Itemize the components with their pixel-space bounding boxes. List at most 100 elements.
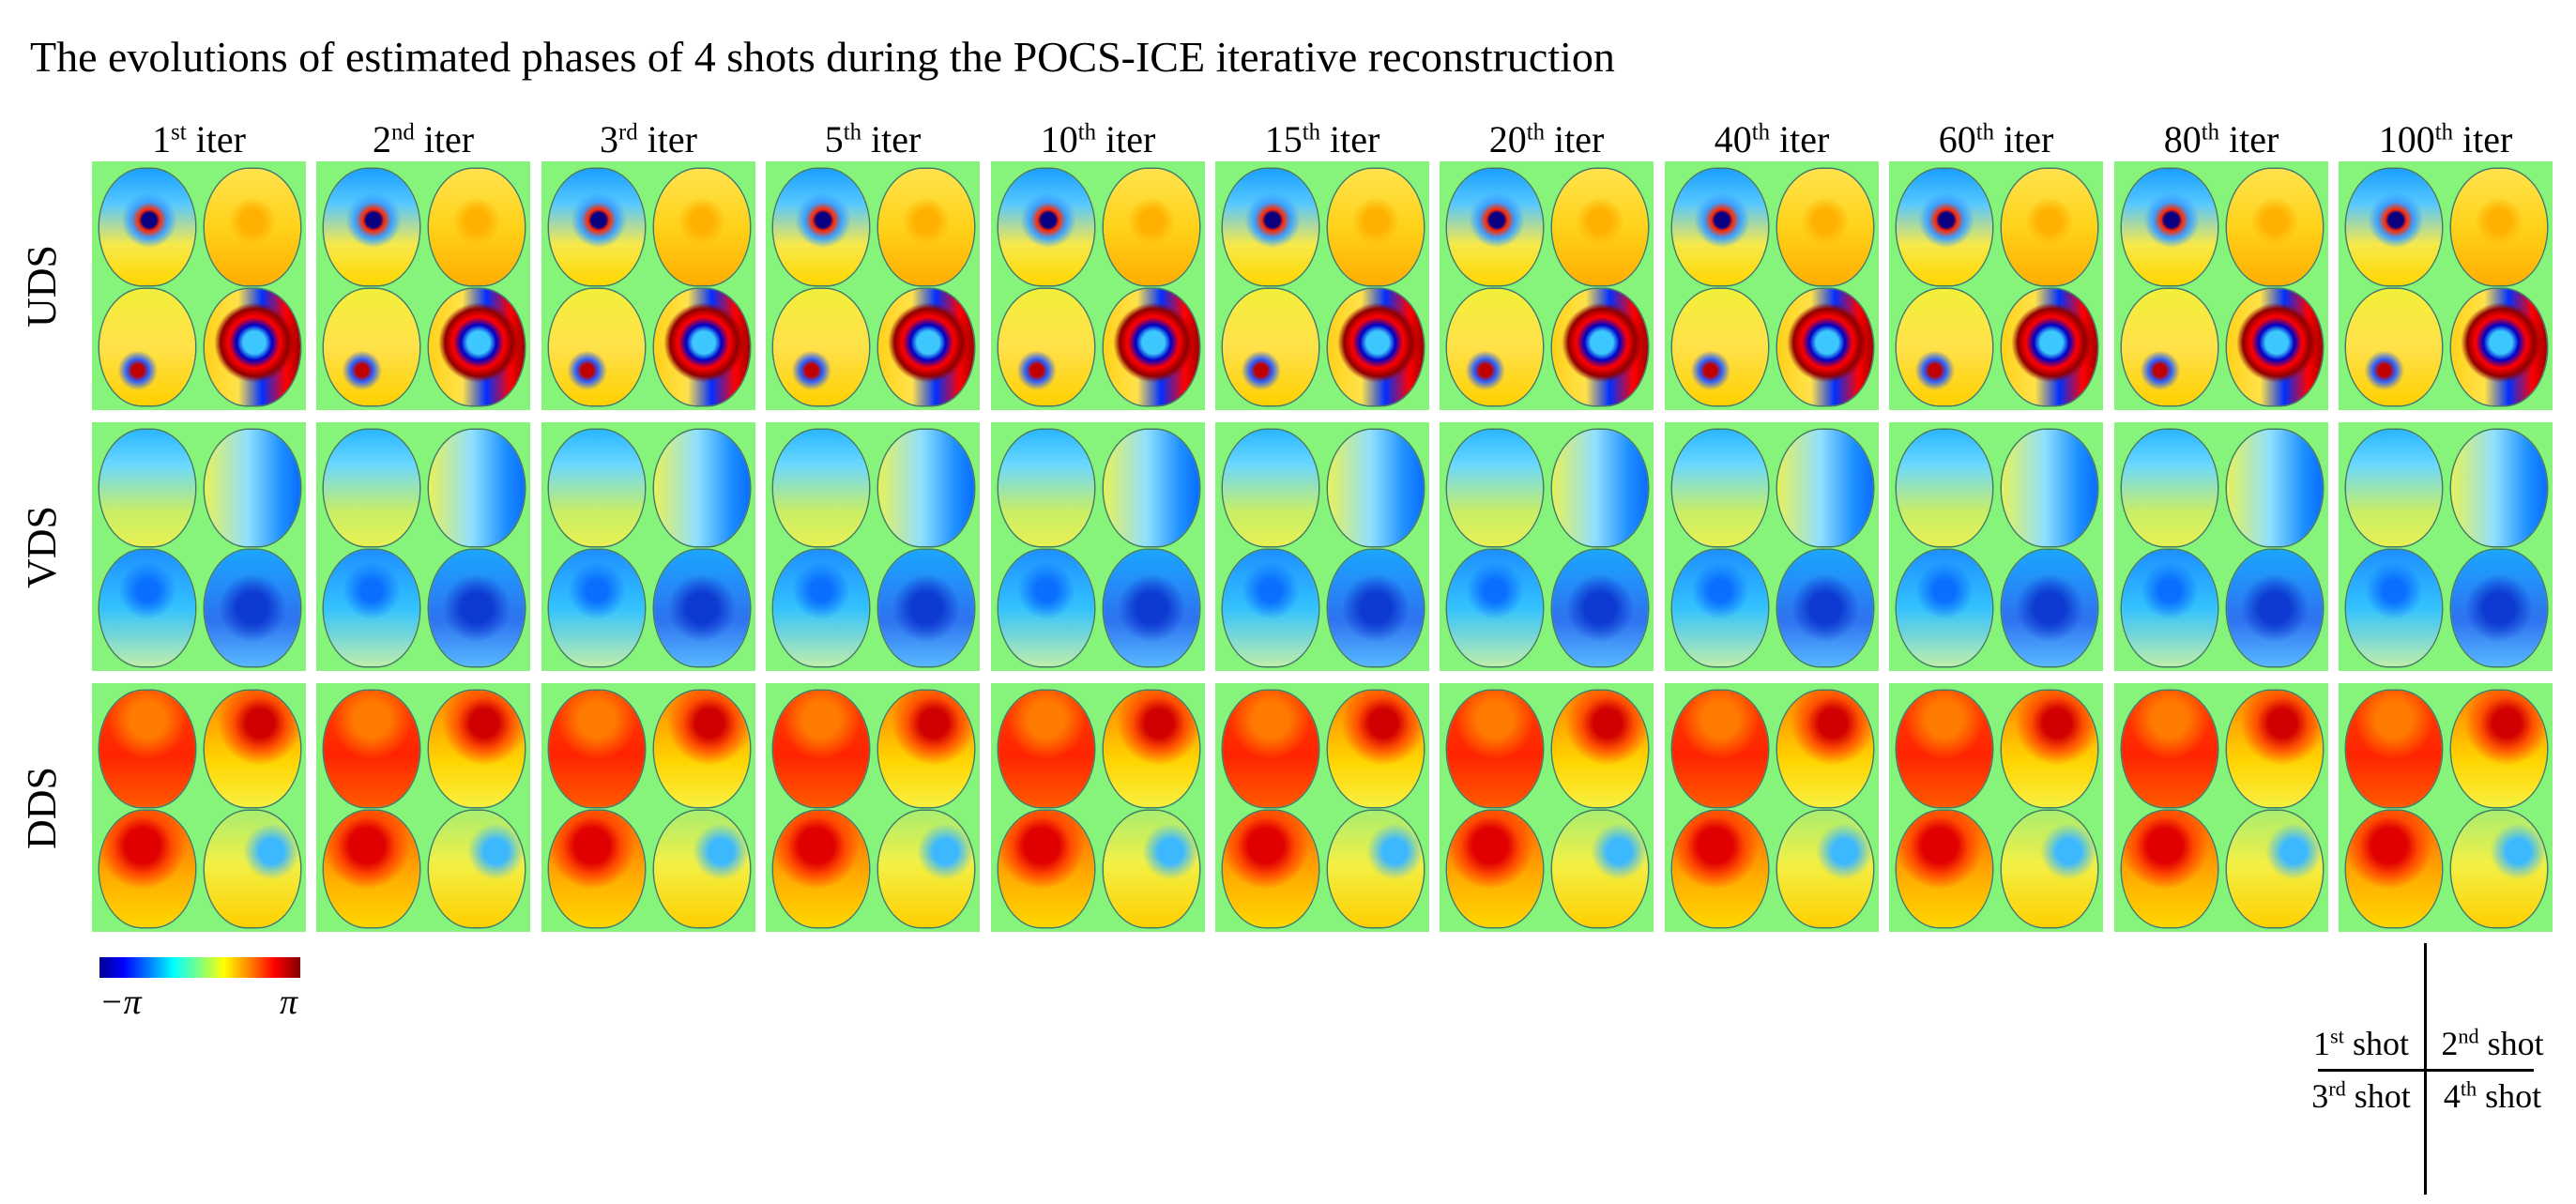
row-label-uds: UDS (0, 161, 84, 410)
label-ordinal-suffix: st (171, 119, 187, 145)
brain-phase-image (1447, 169, 1543, 285)
brain-phase-image (2346, 691, 2442, 807)
brain-phase-image (205, 430, 300, 546)
brain-phase-image (1777, 691, 1873, 807)
brain-phase-image (654, 550, 750, 666)
brain-phase-image (205, 811, 300, 927)
label-text: shot (2343, 1025, 2409, 1062)
row-label-text: UDS (19, 244, 65, 328)
brain-phase-image (1897, 169, 1992, 285)
label-number: 60 (1938, 118, 1976, 160)
phase-map-panel (316, 683, 530, 932)
phase-map-panel (1665, 422, 1879, 671)
label-ordinal-suffix: th (2460, 1076, 2477, 1101)
brain-phase-image (878, 289, 974, 405)
brain-phase-image (2002, 550, 2097, 666)
label-text: iter (1319, 118, 1380, 160)
brain-phase-image (1223, 430, 1318, 546)
brain-phase-image (878, 169, 974, 285)
brain-phase-image (1447, 430, 1543, 546)
brain-phase-image (1552, 289, 1648, 405)
label-ordinal-suffix: th (2201, 119, 2219, 145)
brain-phase-image (205, 289, 300, 405)
brain-phase-image (2002, 691, 2097, 807)
brain-phase-image (1552, 430, 1648, 546)
brain-phase-image (1897, 430, 1992, 546)
phase-map-panel (316, 161, 530, 410)
brain-phase-image (1104, 691, 1199, 807)
phase-map-panel (1889, 683, 2103, 932)
label-text: iter (637, 118, 697, 160)
brain-phase-image (324, 430, 419, 546)
phase-colorbar (99, 957, 300, 978)
label-ordinal-suffix: rd (2328, 1076, 2346, 1101)
label-text: iter (2452, 118, 2513, 160)
phase-map-panel (766, 683, 980, 932)
brain-phase-image (1672, 430, 1768, 546)
brain-phase-image (1223, 691, 1318, 807)
phase-map-panel (92, 422, 306, 671)
phase-map-panel (2114, 683, 2328, 932)
brain-phase-image (773, 691, 869, 807)
brain-phase-image (1777, 550, 1873, 666)
brain-phase-image (2122, 811, 2218, 927)
label-text: iter (2218, 118, 2279, 160)
label-text: iter (414, 118, 475, 160)
label-ordinal-suffix: th (1526, 119, 1545, 145)
brain-phase-image (549, 550, 645, 666)
brain-phase-image (2227, 550, 2323, 666)
brain-phase-image (99, 691, 195, 807)
brain-phase-image (1777, 169, 1873, 285)
label-ordinal-suffix: th (1751, 119, 1770, 145)
label-ordinal-suffix: th (843, 119, 861, 145)
brain-phase-image (1447, 811, 1543, 927)
label-number: 80 (2163, 118, 2202, 160)
brain-phase-image (1897, 691, 1992, 807)
brain-phase-image (998, 811, 1094, 927)
column-header-iteration: 10th iter (982, 111, 1214, 169)
brain-phase-image (99, 169, 195, 285)
phase-map-panel (2339, 161, 2553, 410)
column-header-iteration: 40th iter (1655, 111, 1888, 169)
label-number: 4 (2443, 1077, 2461, 1115)
label-number: 1 (2313, 1025, 2331, 1062)
legend-shot-label: 1st shot (2297, 1023, 2425, 1064)
label-text: iter (1544, 118, 1605, 160)
legend-shot-label: 4th shot (2429, 1075, 2556, 1117)
label-text: shot (2345, 1077, 2411, 1115)
label-number: 5 (824, 118, 844, 160)
brain-phase-image (2451, 289, 2547, 405)
column-header-iteration: 15th iter (1206, 111, 1439, 169)
brain-phase-image (1223, 811, 1318, 927)
brain-phase-image (654, 289, 750, 405)
label-text: shot (2477, 1077, 2542, 1115)
label-number: 40 (1714, 118, 1752, 160)
phase-map-panel (1889, 422, 2103, 671)
column-header-iteration: 100th iter (2329, 111, 2562, 169)
brain-phase-image (2451, 691, 2547, 807)
column-header-iteration: 80th iter (2105, 111, 2338, 169)
phase-map-panel (1215, 683, 1429, 932)
label-text: iter (1095, 118, 1156, 160)
brain-phase-image (1447, 550, 1543, 666)
brain-phase-image (1328, 691, 1424, 807)
column-header-iteration: 1st iter (83, 111, 315, 169)
brain-phase-image (549, 169, 645, 285)
legend-shot-label: 3rd shot (2297, 1075, 2425, 1117)
brain-phase-image (2451, 550, 2547, 666)
phase-map-panel (2114, 422, 2328, 671)
brain-phase-image (2346, 430, 2442, 546)
brain-phase-image (1552, 691, 1648, 807)
brain-phase-image (429, 691, 525, 807)
label-ordinal-suffix: nd (2458, 1024, 2479, 1048)
label-ordinal-suffix: th (1302, 119, 1320, 145)
brain-phase-image (1447, 289, 1543, 405)
brain-phase-image (549, 811, 645, 927)
brain-phase-image (429, 289, 525, 405)
brain-phase-image (2451, 811, 2547, 927)
phase-map-panel (1889, 161, 2103, 410)
brain-phase-image (998, 550, 1094, 666)
brain-phase-image (998, 169, 1094, 285)
brain-phase-image (1328, 169, 1424, 285)
brain-phase-image (1672, 169, 1768, 285)
